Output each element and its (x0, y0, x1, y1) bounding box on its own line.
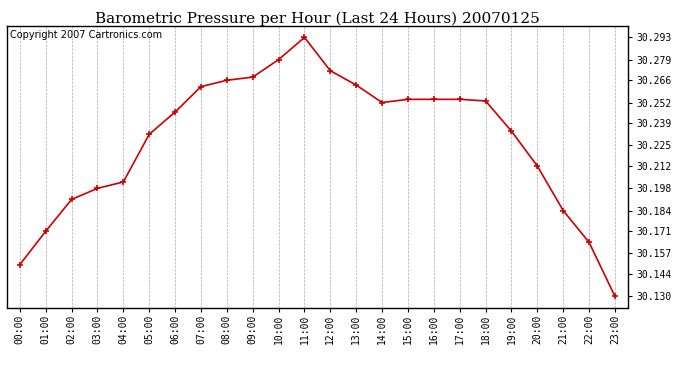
Text: Barometric Pressure per Hour (Last 24 Hours) 20070125: Barometric Pressure per Hour (Last 24 Ho… (95, 11, 540, 26)
Text: Copyright 2007 Cartronics.com: Copyright 2007 Cartronics.com (10, 30, 162, 40)
